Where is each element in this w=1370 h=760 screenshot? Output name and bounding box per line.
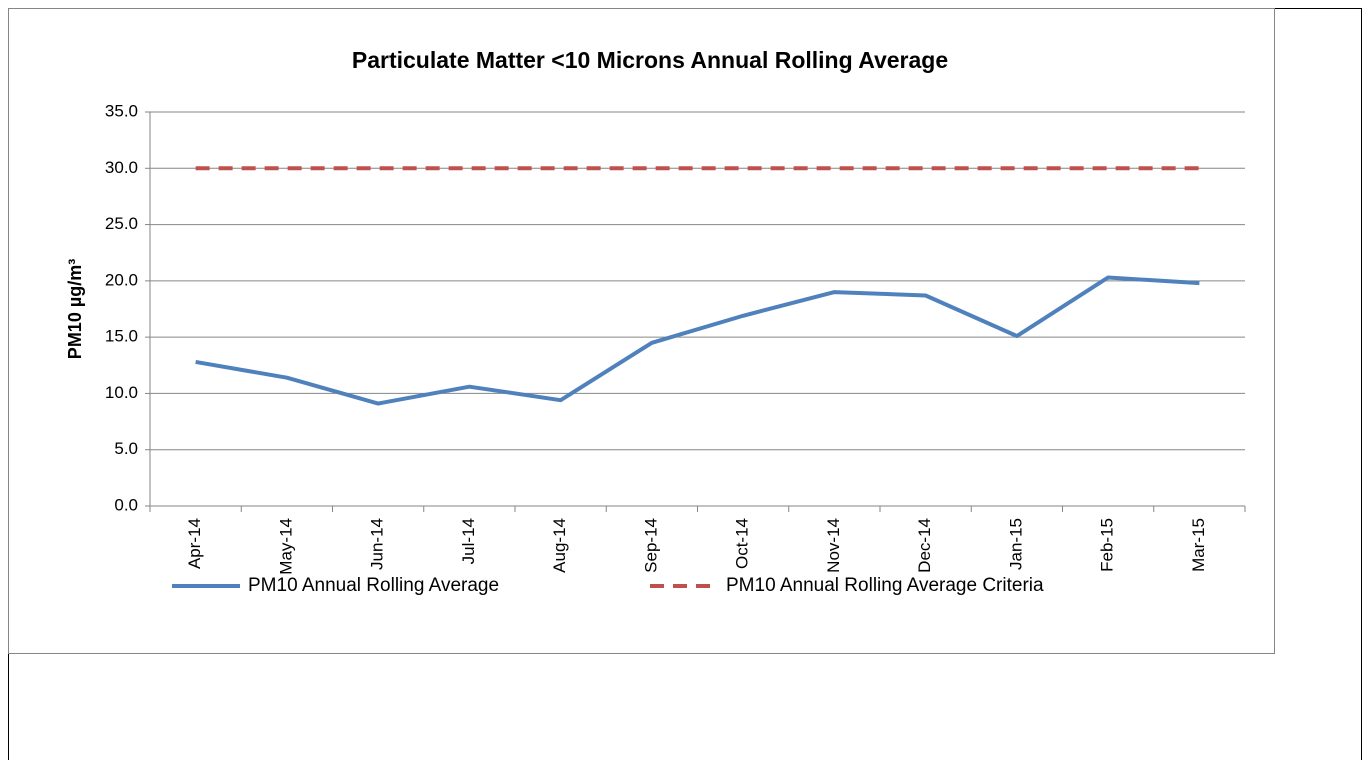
x-tick-label: Sep-14 — [641, 518, 660, 573]
series-line — [195, 275, 1200, 406]
x-tick-label: May-14 — [276, 518, 295, 575]
y-axis-label: PM10 µg/m³ — [65, 259, 85, 359]
y-tick-label: 0.0 — [114, 495, 138, 514]
y-tick-label: 10.0 — [105, 383, 138, 402]
y-tick-label: 30.0 — [105, 158, 138, 177]
x-tick-label: Dec-14 — [915, 518, 934, 573]
chart-title: Particulate Matter <10 Microns Annual Ro… — [352, 47, 948, 73]
x-tick-label: Jun-14 — [368, 518, 387, 570]
y-tick-label: 5.0 — [114, 439, 138, 458]
y-tick-label: 15.0 — [105, 327, 138, 346]
chart-frame — [8, 8, 1275, 654]
legend-label: PM10 Annual Rolling Average — [248, 575, 499, 596]
x-tick-label: Apr-14 — [185, 518, 204, 569]
x-tick-label: Oct-14 — [733, 518, 752, 569]
x-tick-label: Nov-14 — [824, 518, 843, 573]
x-tick-label: Jul-14 — [459, 518, 478, 564]
x-tick-label: Mar-15 — [1189, 518, 1208, 572]
x-tick-label: Jan-15 — [1006, 518, 1025, 570]
y-tick-label: 35.0 — [105, 101, 138, 120]
legend-label: PM10 Annual Rolling Average Criteria — [726, 575, 1044, 596]
x-tick-label: Aug-14 — [550, 518, 569, 573]
x-tick-label: Feb-15 — [1098, 518, 1117, 572]
y-tick-label: 20.0 — [105, 270, 138, 289]
y-tick-label: 25.0 — [105, 214, 138, 233]
